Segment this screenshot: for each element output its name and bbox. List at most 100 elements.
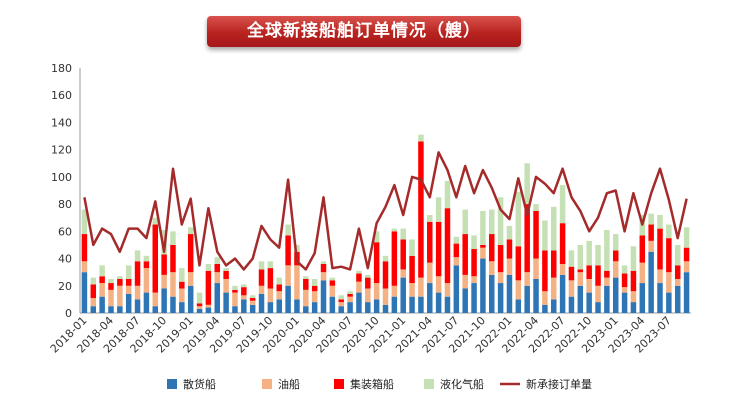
bar-segment	[577, 269, 584, 273]
bar-segment	[276, 291, 282, 300]
bar-segment	[90, 277, 97, 285]
bar-segment	[506, 225, 513, 240]
bar-segment	[90, 284, 97, 299]
bar-segment	[214, 264, 220, 273]
bar-segment	[427, 221, 433, 263]
bar-segment	[161, 254, 167, 275]
bar-segment	[409, 239, 415, 256]
bar-segment	[241, 287, 247, 296]
bar-segment	[117, 278, 123, 286]
bar-segment	[179, 288, 185, 303]
bar-segment	[232, 289, 238, 293]
bar-segment	[249, 295, 256, 299]
bar-segment	[170, 231, 176, 245]
bar-segment	[674, 278, 681, 286]
bar-segment	[497, 197, 504, 245]
legend: 散货船 油船 集装箱船 液化气船 新承接订单量	[167, 377, 592, 391]
bar-segment	[223, 292, 229, 313]
bar-segment	[471, 249, 477, 277]
bar-segment	[524, 272, 530, 286]
bar-segment	[551, 250, 557, 278]
bar-segment	[117, 306, 123, 313]
bar-segment	[506, 239, 513, 259]
bar-segment	[648, 251, 654, 313]
bar-segment	[639, 262, 646, 284]
bar-segment	[258, 285, 265, 294]
bar-segment	[329, 277, 336, 281]
y-tick-label: 20	[58, 280, 72, 293]
legend-label: 集装箱船	[350, 377, 394, 391]
y-tick-label: 140	[51, 116, 72, 129]
bar-segment	[311, 285, 318, 292]
bar-segment	[630, 270, 637, 292]
bar-segment	[568, 280, 575, 297]
bar-segment	[480, 247, 486, 259]
bar-segment	[604, 277, 610, 286]
bar-segment	[179, 281, 185, 289]
bar-segment	[391, 285, 398, 297]
bar-segment	[666, 292, 672, 313]
bar-segment	[471, 283, 477, 313]
bar-segment	[427, 283, 433, 313]
bar-segment	[409, 255, 415, 284]
bar-segment	[435, 197, 442, 222]
bar-segment	[683, 261, 690, 273]
bar-segment	[435, 221, 442, 277]
bar-segment	[604, 270, 610, 278]
bar-segment	[179, 268, 185, 282]
bar-segment	[338, 302, 344, 307]
bar-segment	[639, 283, 646, 313]
bar-segment	[612, 250, 619, 262]
bar-segment	[453, 236, 460, 244]
bar-series	[81, 134, 690, 313]
bar-segment	[471, 276, 477, 284]
bar-segment	[320, 280, 327, 313]
bar-segment	[365, 277, 371, 289]
bar-segment	[515, 246, 522, 281]
bar-segment	[152, 306, 159, 313]
bar-segment	[559, 274, 566, 313]
bar-segment	[542, 291, 548, 305]
bar-segment	[161, 288, 167, 313]
y-tick-label: 80	[58, 198, 72, 211]
bar-segment	[258, 269, 265, 286]
bar-segment	[533, 278, 539, 313]
bar-segment	[152, 217, 159, 225]
bar-segment	[595, 265, 601, 286]
bar-segment	[143, 292, 150, 313]
bar-segment	[356, 292, 362, 313]
bar-segment	[338, 299, 344, 303]
bar-segment	[480, 210, 486, 245]
bar-segment	[365, 274, 371, 278]
bar-segment	[338, 295, 344, 300]
line-series	[83, 151, 688, 271]
bar-segment	[81, 209, 88, 235]
bar-segment	[285, 235, 291, 266]
bar-segment	[205, 304, 212, 308]
bar-segment	[559, 185, 566, 224]
bar-segment	[196, 303, 203, 307]
bar-segment	[205, 270, 212, 305]
bar-segment	[382, 261, 389, 289]
bar-segment	[223, 268, 229, 271]
bar-segment	[276, 299, 282, 313]
bar-segment	[187, 234, 194, 273]
bar-segment	[453, 265, 460, 313]
legend-color-swatch	[262, 379, 272, 389]
bar-segment	[497, 272, 504, 284]
bar-segment	[586, 240, 592, 266]
bar-segment	[489, 274, 495, 313]
y-tick-label: 60	[58, 225, 72, 238]
bar-segment	[444, 283, 451, 297]
bar-segment	[373, 242, 380, 284]
bar-segment	[214, 272, 220, 284]
bar-segment	[515, 191, 522, 247]
bar-segment	[666, 238, 672, 273]
bar-segment	[568, 296, 575, 313]
bar-segment	[311, 302, 318, 313]
bar-segment	[648, 240, 654, 252]
bar-segment	[90, 306, 97, 313]
bar-segment	[223, 278, 229, 293]
bar-segment	[232, 285, 238, 290]
bar-segment	[125, 293, 132, 313]
